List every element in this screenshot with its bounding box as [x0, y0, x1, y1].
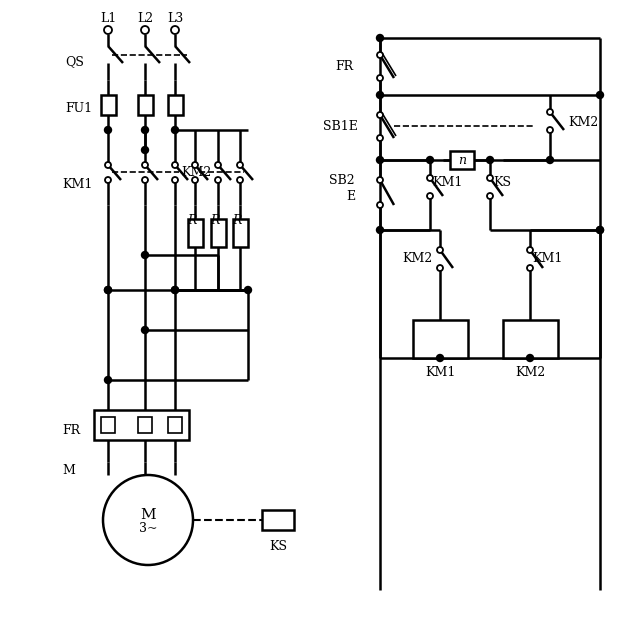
Text: KM2: KM2: [515, 365, 545, 379]
Circle shape: [172, 162, 178, 168]
Circle shape: [192, 162, 198, 168]
Text: FU1: FU1: [65, 101, 92, 114]
Bar: [101, 417, 115, 433]
Circle shape: [547, 127, 553, 133]
Circle shape: [377, 135, 383, 141]
Circle shape: [377, 75, 383, 81]
Circle shape: [596, 226, 604, 233]
Circle shape: [596, 91, 604, 99]
Text: L2: L2: [137, 11, 153, 25]
Text: FR: FR: [62, 423, 80, 437]
Circle shape: [437, 247, 443, 253]
Text: R: R: [210, 213, 220, 226]
Text: KM1: KM1: [432, 177, 462, 189]
Text: KM2: KM2: [181, 165, 211, 179]
Circle shape: [377, 202, 383, 208]
Bar: [188, 219, 202, 247]
Circle shape: [172, 126, 179, 133]
Circle shape: [172, 286, 179, 294]
Circle shape: [527, 265, 533, 271]
Bar: [450, 151, 474, 169]
Circle shape: [527, 355, 534, 362]
Bar: [262, 510, 294, 530]
Circle shape: [437, 265, 443, 271]
Circle shape: [215, 162, 221, 168]
Text: L1: L1: [100, 11, 116, 25]
Circle shape: [141, 252, 148, 259]
Text: L3: L3: [167, 11, 183, 25]
Bar: [100, 95, 115, 115]
Circle shape: [244, 286, 252, 294]
Circle shape: [426, 157, 433, 164]
Circle shape: [192, 177, 198, 183]
Bar: [168, 417, 182, 433]
Circle shape: [215, 177, 221, 183]
Circle shape: [427, 175, 433, 181]
Bar: [232, 219, 248, 247]
Circle shape: [376, 35, 383, 42]
Text: SB2: SB2: [330, 174, 355, 187]
Circle shape: [376, 226, 383, 233]
Circle shape: [376, 157, 383, 164]
Circle shape: [376, 91, 383, 99]
Text: E: E: [346, 189, 355, 203]
Text: R: R: [232, 213, 241, 226]
Text: FR: FR: [335, 60, 353, 74]
Circle shape: [141, 326, 148, 333]
Text: R: R: [187, 213, 196, 226]
Text: QS: QS: [65, 55, 84, 69]
Circle shape: [486, 157, 493, 164]
Circle shape: [104, 286, 111, 294]
Text: KM1: KM1: [425, 365, 455, 379]
Text: 3~: 3~: [139, 521, 157, 535]
Text: KM2: KM2: [568, 116, 598, 128]
Circle shape: [105, 177, 111, 183]
Circle shape: [172, 286, 179, 294]
Circle shape: [377, 112, 383, 118]
Circle shape: [142, 162, 148, 168]
Circle shape: [104, 126, 111, 133]
Text: n: n: [458, 153, 466, 167]
Text: KS: KS: [269, 540, 287, 552]
Text: M: M: [140, 508, 156, 522]
Circle shape: [436, 355, 444, 362]
Circle shape: [142, 177, 148, 183]
Circle shape: [527, 247, 533, 253]
Circle shape: [237, 162, 243, 168]
Text: KM1: KM1: [62, 179, 92, 191]
Text: KM2: KM2: [402, 252, 432, 265]
Bar: [138, 95, 152, 115]
Circle shape: [487, 175, 493, 181]
Circle shape: [172, 177, 178, 183]
Bar: [413, 320, 467, 358]
Circle shape: [104, 286, 111, 294]
Circle shape: [377, 177, 383, 183]
Circle shape: [171, 26, 179, 34]
Circle shape: [547, 157, 554, 164]
Circle shape: [377, 52, 383, 58]
Circle shape: [141, 147, 148, 153]
Text: SB1E: SB1E: [323, 120, 358, 133]
Circle shape: [104, 377, 111, 384]
Bar: [502, 320, 557, 358]
Circle shape: [596, 226, 604, 233]
Circle shape: [105, 162, 111, 168]
Bar: [168, 95, 182, 115]
Bar: [94, 410, 189, 440]
Circle shape: [547, 109, 553, 115]
Circle shape: [487, 193, 493, 199]
Circle shape: [104, 26, 112, 34]
Bar: [211, 219, 225, 247]
Text: M: M: [62, 464, 75, 477]
Circle shape: [427, 193, 433, 199]
Circle shape: [237, 177, 243, 183]
Text: KM1: KM1: [532, 252, 563, 265]
Bar: [138, 417, 152, 433]
Circle shape: [141, 26, 149, 34]
Text: KS: KS: [493, 177, 511, 189]
Circle shape: [103, 475, 193, 565]
Circle shape: [141, 126, 148, 133]
